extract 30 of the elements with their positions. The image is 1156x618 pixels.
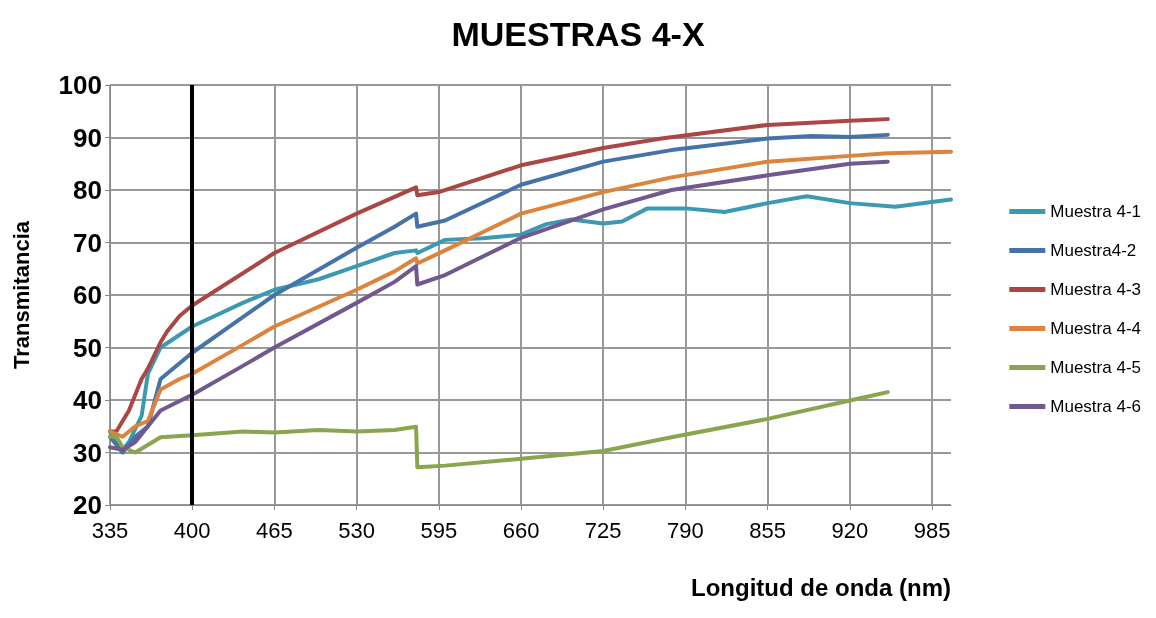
- legend-label: Muestra 4-4: [1050, 319, 1141, 338]
- y-tick-label: 30: [73, 437, 102, 468]
- y-axis-title: Transmitancia: [8, 220, 34, 369]
- legend-label: Muestra4-2: [1050, 241, 1137, 260]
- y-tick-label: 100: [58, 70, 102, 100]
- y-tick-label: 80: [73, 175, 102, 205]
- x-axis-title: Longitud de onda (nm): [691, 573, 951, 601]
- x-tick-label: 400: [173, 517, 211, 543]
- x-tick-label: 725: [584, 517, 622, 543]
- y-tick-label: 70: [73, 227, 102, 258]
- chart-title: MUESTRAS 4-X: [451, 15, 705, 53]
- x-tick-label: 985: [913, 517, 951, 543]
- x-tick-label: 335: [91, 517, 129, 543]
- x-tick-label: 595: [420, 517, 458, 543]
- x-tick-label: 790: [667, 517, 704, 543]
- y-tick-label: 90: [73, 122, 102, 153]
- x-tick-label: 855: [749, 517, 786, 543]
- legend-label: Muestra 4-3: [1050, 280, 1141, 299]
- x-tick-label: 530: [338, 517, 375, 543]
- y-tick-label: 40: [73, 385, 102, 415]
- y-tick-label: 60: [73, 280, 102, 310]
- y-tick-label: 50: [73, 332, 102, 363]
- line-series: [108, 390, 890, 470]
- y-tick-label: 20: [73, 490, 102, 520]
- legend-label: Muestra 4-6: [1050, 397, 1141, 416]
- legend-label: Muestra 4-5: [1050, 358, 1141, 377]
- legend-label: Muestra 4-1: [1050, 202, 1141, 221]
- x-tick-label: 660: [502, 517, 540, 543]
- x-tick-label: 920: [831, 517, 869, 543]
- x-tick-label: 465: [256, 517, 293, 543]
